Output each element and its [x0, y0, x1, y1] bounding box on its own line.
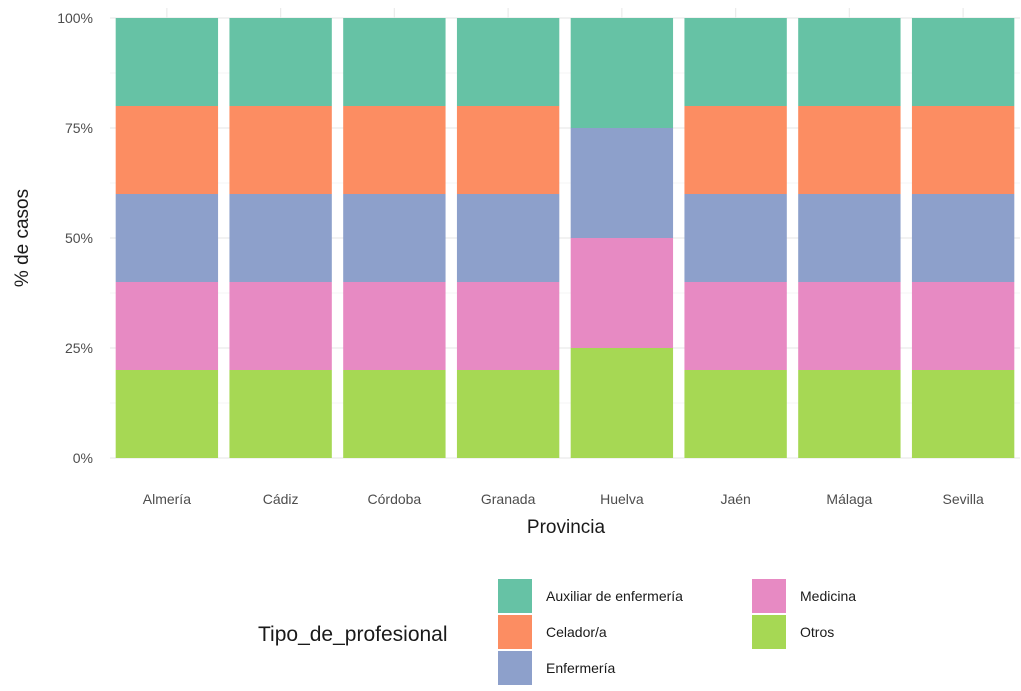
- legend-key: [752, 615, 786, 649]
- bar-segment: [684, 370, 787, 458]
- bar-segment: [343, 18, 446, 106]
- bar-segment: [911, 18, 1015, 106]
- legend-title: Tipo_de_profesional: [258, 623, 448, 646]
- x-tick-label: Málaga: [826, 491, 872, 507]
- bar-segment: [798, 18, 901, 106]
- bar-segment: [343, 282, 446, 370]
- bar-segment: [115, 106, 219, 194]
- bar-segment: [343, 106, 446, 194]
- x-axis-title: Provincia: [527, 517, 606, 538]
- bar-segment: [456, 370, 560, 458]
- legend-key: [498, 651, 532, 685]
- bar-segment: [115, 18, 219, 106]
- bar-segment: [570, 348, 674, 458]
- legend-label: Auxiliar de enfermería: [546, 588, 683, 604]
- bar-segment: [684, 106, 787, 194]
- y-axis-title: % de casos: [12, 189, 33, 287]
- legend-key: [498, 579, 532, 613]
- y-tick-label: 100%: [57, 10, 93, 26]
- bar-segment: [798, 106, 901, 194]
- legend-key: [752, 579, 786, 613]
- y-tick-label: 50%: [65, 230, 93, 246]
- legend-key: [498, 615, 532, 649]
- bar-segment: [684, 282, 787, 370]
- y-tick-label: 75%: [65, 120, 93, 136]
- bar-segment: [343, 370, 446, 458]
- bar-segment: [229, 370, 332, 458]
- bar-segment: [570, 128, 674, 238]
- y-tick-label: 0%: [73, 450, 93, 466]
- bar-segment: [911, 106, 1015, 194]
- legend-label: Celador/a: [546, 624, 607, 640]
- bar-segment: [456, 106, 560, 194]
- x-tick-label: Sevilla: [943, 491, 984, 507]
- bar-segment: [684, 18, 787, 106]
- x-tick-label: Córdoba: [368, 491, 422, 507]
- bar-segment: [115, 370, 219, 458]
- bar-segment: [456, 282, 560, 370]
- bar-segment: [229, 18, 332, 106]
- y-axis-ticks: 0% 25% 50% 75% 100%: [57, 10, 93, 466]
- bars: [115, 18, 1015, 458]
- bar-segment: [911, 282, 1015, 370]
- bar-segment: [570, 18, 674, 128]
- x-tick-label: Cádiz: [263, 491, 299, 507]
- bar-segment: [229, 106, 332, 194]
- bar-segment: [798, 370, 901, 458]
- bar-segment: [684, 194, 787, 282]
- legend-label: Medicina: [800, 588, 856, 604]
- bar-segment: [911, 194, 1015, 282]
- bar-segment: [798, 194, 901, 282]
- bar-segment: [115, 194, 219, 282]
- bar-segment: [570, 238, 674, 348]
- legend-label: Enfermería: [546, 660, 615, 676]
- bar-segment: [798, 282, 901, 370]
- bar-segment: [229, 194, 332, 282]
- legend: Tipo_de_profesional Auxiliar de enfermer…: [258, 579, 856, 685]
- x-tick-label: Granada: [481, 491, 536, 507]
- legend-label: Otros: [800, 624, 834, 640]
- bar-segment: [911, 370, 1015, 458]
- x-tick-label: Jaén: [720, 491, 750, 507]
- bar-segment: [456, 18, 560, 106]
- bar-segment: [229, 282, 332, 370]
- bar-segment: [343, 194, 446, 282]
- x-tick-label: Almería: [143, 491, 191, 507]
- x-tick-label: Huelva: [600, 491, 644, 507]
- bar-segment: [115, 282, 219, 370]
- bar-segment: [456, 194, 560, 282]
- y-tick-label: 25%: [65, 340, 93, 356]
- x-axis-ticks: Almería Cádiz Córdoba Granada Huelva Jaén Mála…: [143, 491, 984, 507]
